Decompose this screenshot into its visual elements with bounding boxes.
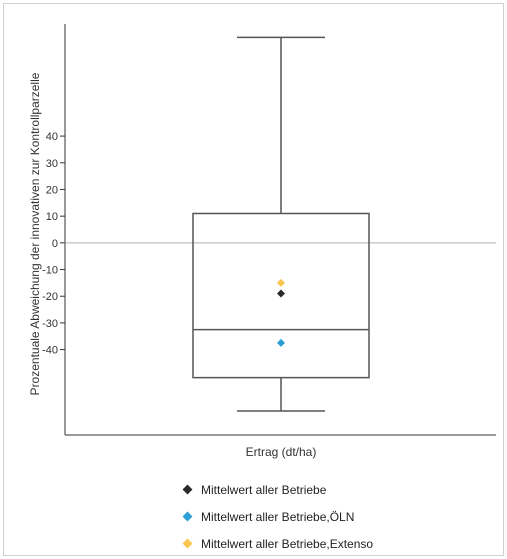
y-tick-label: 10	[46, 211, 58, 223]
mean-point-marker	[277, 338, 285, 347]
y-tick-label: -30	[42, 318, 58, 330]
diamond-marker-icon	[182, 538, 193, 549]
mean-point-marker	[277, 278, 285, 287]
mean-point-marker	[277, 289, 285, 298]
y-tick-label: -20	[42, 291, 58, 303]
y-tick-label: -10	[42, 265, 58, 277]
mean-points	[277, 278, 285, 347]
legend-item-mittelwert-extenso[interactable]: Mittelwert aller Betriebe,Extenso	[182, 530, 373, 557]
chart-frame: -40 -30 -20 -10 0 10 20 30 40 Ertrag (dt/ha) Pro…	[3, 3, 504, 556]
diamond-marker-icon	[182, 484, 193, 495]
diamond-marker-icon	[182, 511, 193, 522]
y-axis-ticks: -40 -30 -20 -10 0 10 20 30 40	[42, 131, 65, 357]
axes	[64, 24, 496, 436]
y-tick-label: 0	[52, 238, 58, 250]
y-tick-label: 40	[46, 131, 58, 143]
box-plot	[192, 36, 370, 412]
y-tick-label: 30	[46, 158, 58, 170]
y-tick-label: -40	[42, 345, 58, 357]
legend-label: Mittelwert aller Betriebe,Extenso	[201, 536, 374, 551]
y-tick-label: 20	[46, 184, 58, 196]
boxplot-chart: -40 -30 -20 -10 0 10 20 30 40 Ertrag (dt/ha) Pro…	[28, 24, 496, 459]
y-axis-label: Prozentuale Abweichung der innovativen z…	[28, 72, 42, 395]
x-axis-label: Ertrag (dt/ha)	[246, 445, 317, 459]
legend-label: Mittelwert aller Betriebe	[201, 482, 327, 497]
legend-label: Mittelwert aller Betriebe,ÖLN	[201, 509, 355, 524]
legend: Mittelwert aller Betriebe Mittelwert all…	[182, 476, 373, 557]
legend-item-mittelwert-oeln[interactable]: Mittelwert aller Betriebe,ÖLN	[182, 503, 373, 530]
legend-item-mittelwert[interactable]: Mittelwert aller Betriebe	[182, 476, 373, 503]
